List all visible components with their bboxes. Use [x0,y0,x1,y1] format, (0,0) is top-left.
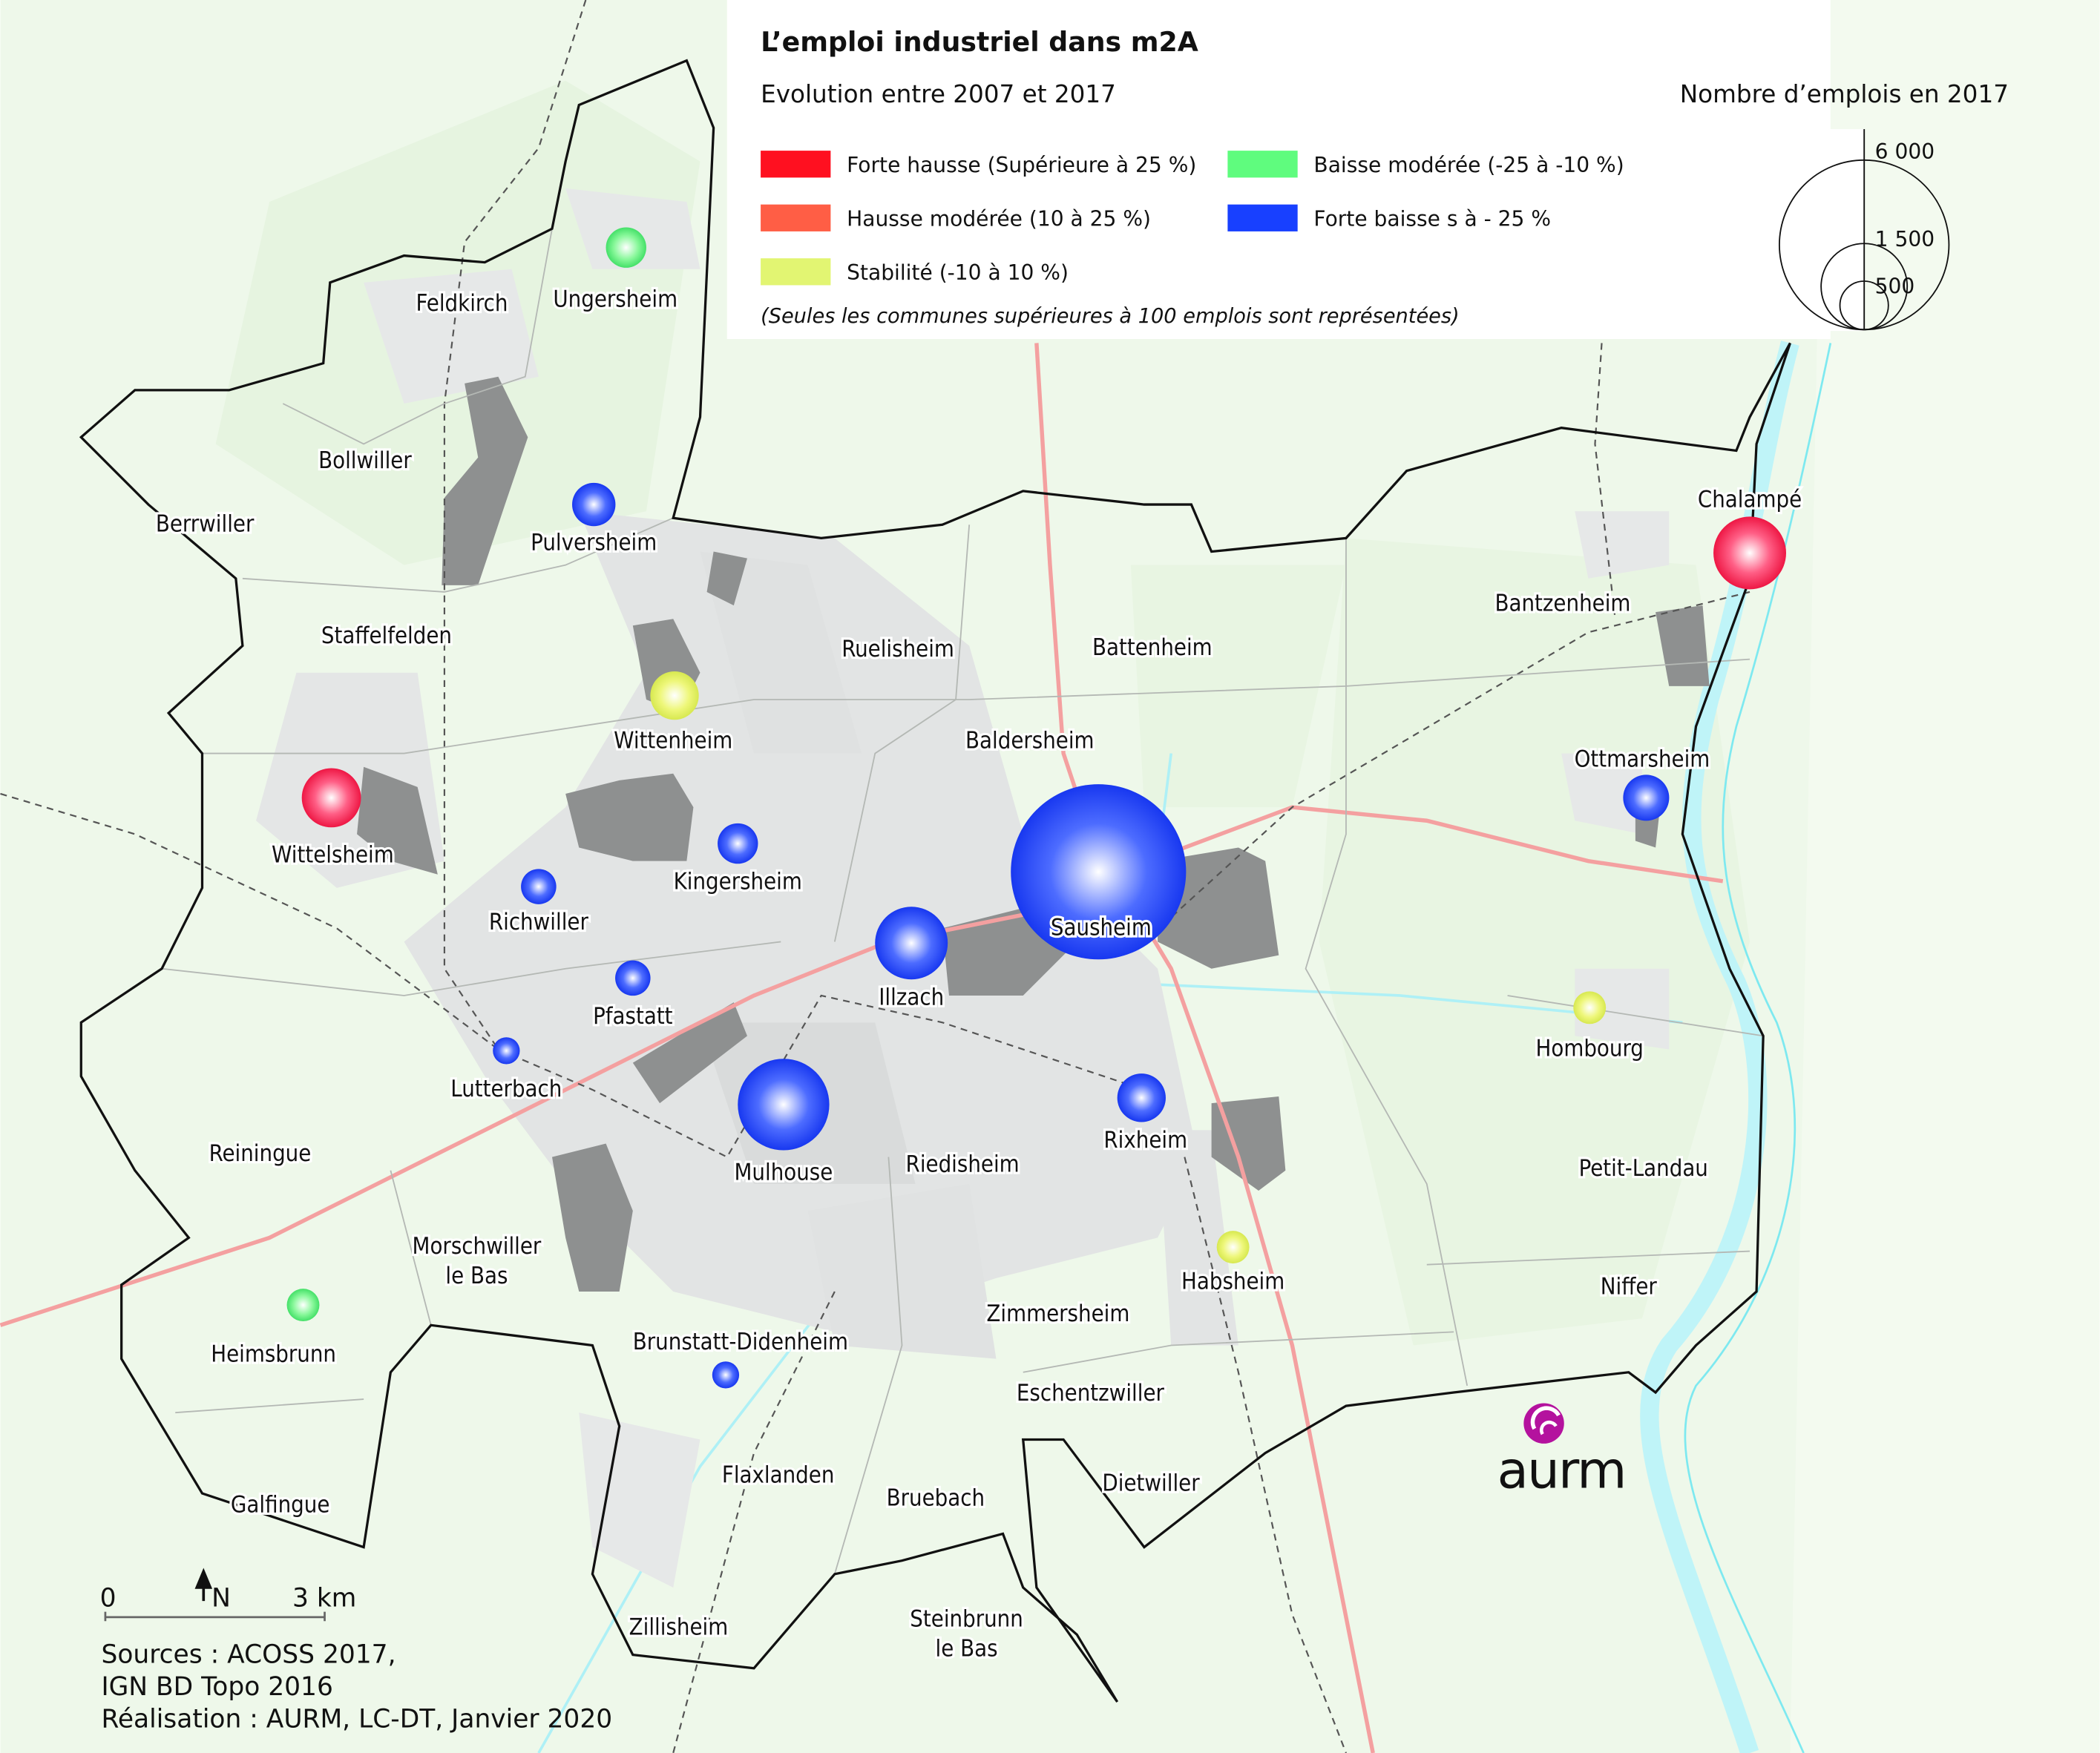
commune-label-brunstatt-didenheim: Brunstatt-Didenheim [633,1329,848,1355]
commune-label-ottmarsheim: Ottmarsheim [1575,746,1710,773]
commune-label-lutterbach: Lutterbach [450,1076,562,1102]
commune-label-kingersheim: Kingersheim [674,869,802,895]
legend-label-forte-baisse: Forte baisse s à - 25 % [1313,207,1551,231]
bubble-lutterbach[interactable] [493,1037,520,1065]
bubble-mulhouse[interactable] [738,1059,830,1151]
commune-label-berrwiller: Berrwiller [156,510,255,537]
legend-swatch-forte-baisse [1227,204,1298,231]
commune-boundaries [161,228,1764,1575]
map-title: L’emploi industriel dans m2A [761,26,1198,58]
commune-label-morschwiller-le-bas: Morschwiller le Bas [413,1233,542,1289]
commune-label-bantzenheim: Bantzenheim [1494,590,1630,616]
commune-label-zimmersheim: Zimmersheim [986,1300,1129,1327]
bubble-chalampe[interactable] [1713,516,1786,590]
scale-end: 3 km [292,1583,356,1613]
commune-label-bollwiller: Bollwiller [318,447,412,474]
sources-line-1: Sources : ACOSS 2017, [101,1639,396,1669]
commune-label-mulhouse: Mulhouse [735,1159,833,1185]
commune-label-pulversheim: Pulversheim [531,530,657,556]
sources-line-3: Réalisation : AURM, LC-DT, Janvier 2020 [101,1705,612,1734]
bubbles-layer [286,227,1786,1389]
legend-classes: Forte hausse (Supérieure à 25 %) Hausse m… [761,151,1624,286]
industrial-zones [357,376,1710,1292]
legend-label-stabilite: Stabilité (-10 à 10 %) [847,260,1069,285]
legend-label-forte-hausse: Forte hausse (Supérieure à 25 %) [847,153,1196,177]
commune-label-wittelsheim: Wittelsheim [272,841,394,868]
commune-label-galfingue: Galfingue [231,1491,329,1518]
bubble-habsheim[interactable] [1216,1231,1250,1264]
legend-swatch-baisse-moderee [1227,151,1298,178]
bubble-ottmarsheim[interactable] [1623,774,1670,821]
m2a-boundary [79,59,1791,1703]
logo-text: aurm [1497,1441,1626,1501]
sources-line-2: IGN BD Topo 2016 [101,1672,332,1702]
commune-label-sausheim: Sausheim [1051,914,1152,941]
bubble-pulversheim[interactable] [572,482,616,527]
commune-label-ruelisheim: Ruelisheim [841,636,954,662]
commune-label-dietwiller: Dietwiller [1102,1470,1200,1496]
commune-label-steinbrunn-le-bas: Steinbrunn le Bas [910,1606,1023,1662]
scale-bar: 0 N 3 km [100,1568,356,1622]
commune-label-hombourg: Hombourg [1536,1036,1644,1062]
commune-label-heimsbrunn: Heimsbrunn [211,1341,336,1367]
bubble-brunstatt-didenheim[interactable] [712,1361,740,1389]
commune-label-rixheim: Rixheim [1103,1127,1187,1154]
bubble-hombourg[interactable] [1573,991,1607,1024]
commune-label-staffelfelden: Staffelfelden [321,622,452,649]
size-label-500: 500 [1875,274,1915,298]
legend-color-title: Evolution entre 2007 et 2017 [761,80,1116,108]
commune-label-feldkirch: Feldkirch [416,290,508,317]
dashed-boundaries [0,0,1750,1753]
aurm-logo: aurm [1497,1403,1627,1501]
bubble-richwiller[interactable] [521,869,557,904]
north-arrow-icon [194,1568,213,1602]
bubble-wittenheim[interactable] [650,671,699,720]
bubble-kingersheim[interactable] [718,823,758,864]
legend-swatch-hausse-moderee [761,204,831,231]
commune-label-reiningue: Reiningue [209,1140,312,1167]
bubble-pfastatt[interactable] [615,960,651,996]
legend-label-baisse-moderee: Baisse modérée (-25 à -10 %) [1313,153,1624,177]
commune-label-zillisheim: Zillisheim [629,1614,729,1640]
labels-layer: Feldkirch Ungersheim Bollwiller Berrwiller P… [154,283,1805,1664]
bubble-ungersheim[interactable] [606,227,646,268]
size-label-6000: 6 000 [1875,139,1935,164]
bubble-sausheim[interactable] [1011,784,1187,960]
commune-label-eschentzwiller: Eschentzwiller [1017,1380,1165,1407]
legend-swatch-forte-hausse [761,151,831,178]
commune-label-bruebach: Bruebach [887,1484,985,1511]
commune-label-baldersheim: Baldersheim [965,727,1095,754]
commune-label-ungersheim: Ungersheim [553,286,677,312]
commune-label-richwiller: Richwiller [489,909,589,935]
commune-label-riedisheim: Riedisheim [906,1151,1020,1178]
bubble-illzach[interactable] [875,907,948,980]
north-label: N [211,1583,231,1613]
commune-label-niffer: Niffer [1601,1274,1658,1300]
bubble-wittelsheim[interactable] [301,768,361,828]
commune-label-pfastatt: Pfastatt [593,1003,673,1030]
legend-note: (Seules les communes supérieures à 100 e… [761,305,1460,328]
size-label-1500: 1 500 [1875,227,1935,251]
commune-label-flaxlanden: Flaxlanden [722,1461,835,1488]
bubble-rixheim[interactable] [1117,1073,1166,1122]
commune-label-illzach: Illzach [879,984,944,1011]
commune-label-petit-landau: Petit-Landau [1579,1155,1708,1182]
commune-label-battenheim: Battenheim [1092,634,1213,661]
bubble-heimsbrunn[interactable] [286,1289,320,1322]
legend-label-hausse-moderee: Hausse modérée (10 à 25 %) [847,207,1151,231]
commune-label-habsheim: Habsheim [1181,1268,1284,1295]
legend-swatch-stabilite [761,258,831,286]
commune-label-chalampe: Chalampé [1698,487,1802,513]
scale-start: 0 [100,1583,117,1613]
legend-size-title: Nombre d’emplois en 2017 [1680,80,2009,108]
commune-label-wittenheim: Wittenheim [614,727,732,754]
